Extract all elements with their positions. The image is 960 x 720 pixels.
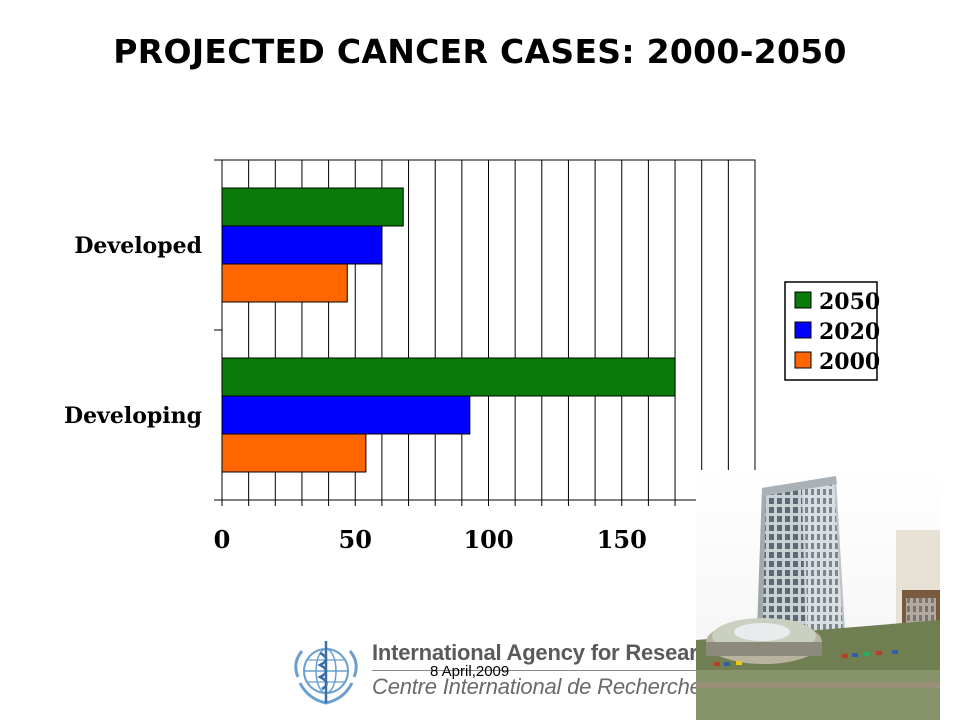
chart-bars [221,187,676,473]
iarc-building-photo [696,470,940,720]
category-label: Developed [74,233,202,259]
x-tick-label: 100 [463,525,513,554]
legend-label: 2050 [819,289,880,315]
bar-developed-2050 [221,187,404,227]
legend-swatch [794,291,812,309]
bar-developing-2000 [221,433,367,473]
footer-date: 8 April,2009 [430,663,510,680]
bar-developing-2020 [221,395,471,435]
x-tick-label: 0 [214,525,231,554]
legend-swatch [794,351,812,369]
bar-developing-2050 [221,357,676,397]
legend-label: 2020 [819,319,880,345]
x-tick-label: 50 [339,525,372,554]
who-emblem-icon [294,641,358,705]
chart-legend: 2050 2020 2000 [784,281,880,381]
category-label: Developing [64,403,202,429]
chart-axes [214,159,756,506]
logo-divider [372,670,702,671]
category-labels: Developed Developing [64,233,202,429]
legend-label: 2000 [819,349,880,375]
bar-developed-2000 [221,263,348,303]
x-tick-label: 150 [597,525,647,554]
bar-developed-2020 [221,225,383,265]
legend-swatch [794,321,812,339]
chart-title: PROJECTED CANCER CASES: 2000-2050 [113,32,847,71]
